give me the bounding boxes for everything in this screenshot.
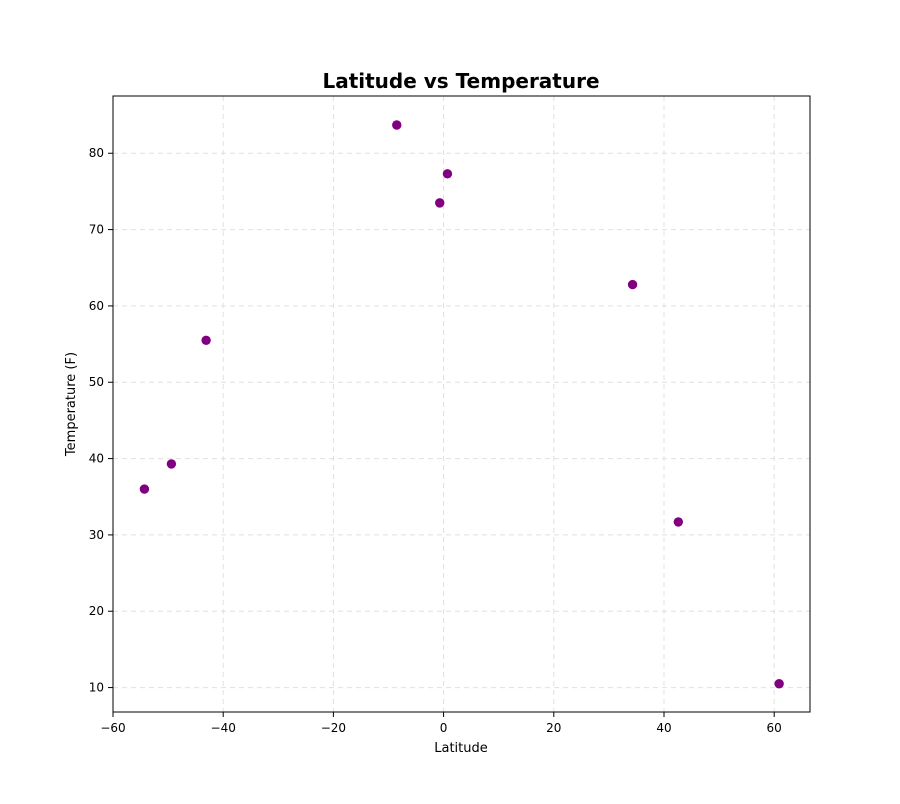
y-tick-label: 30 xyxy=(89,528,104,542)
x-tick-label: −40 xyxy=(211,721,236,735)
x-tick-label: 0 xyxy=(440,721,448,735)
x-axis-ticks: −60 −40 −20 0 20 40 60 xyxy=(100,712,782,735)
data-point xyxy=(627,279,638,290)
data-point xyxy=(201,335,211,345)
x-tick-label: 60 xyxy=(767,721,782,735)
data-point xyxy=(392,120,402,130)
y-axis-ticks: 10 20 30 40 50 60 70 80 xyxy=(89,146,113,695)
y-tick-label: 80 xyxy=(89,146,104,160)
y-tick-label: 50 xyxy=(89,375,104,389)
y-tick-label: 20 xyxy=(89,604,104,618)
grid-lines xyxy=(112,96,810,712)
y-tick-label: 70 xyxy=(89,223,104,237)
data-point xyxy=(673,517,684,527)
y-tick-label: 40 xyxy=(89,452,104,466)
x-axis-label: Latitude xyxy=(434,741,488,756)
y-tick-label: 60 xyxy=(89,299,104,313)
x-tick-label: −60 xyxy=(100,721,125,735)
data-points xyxy=(139,120,784,689)
y-axis-label: Temperature (F) xyxy=(64,352,79,457)
data-point xyxy=(774,679,784,689)
chart-title: Latitude vs Temperature xyxy=(322,69,599,93)
x-tick-label: 40 xyxy=(656,721,671,735)
data-point xyxy=(435,198,445,208)
data-point xyxy=(442,169,453,179)
data-point xyxy=(139,484,150,494)
y-tick-label: 10 xyxy=(89,681,104,695)
x-tick-label: −20 xyxy=(321,721,346,735)
x-tick-label: 20 xyxy=(546,721,561,735)
data-point xyxy=(166,459,177,469)
plot-area xyxy=(112,95,811,713)
